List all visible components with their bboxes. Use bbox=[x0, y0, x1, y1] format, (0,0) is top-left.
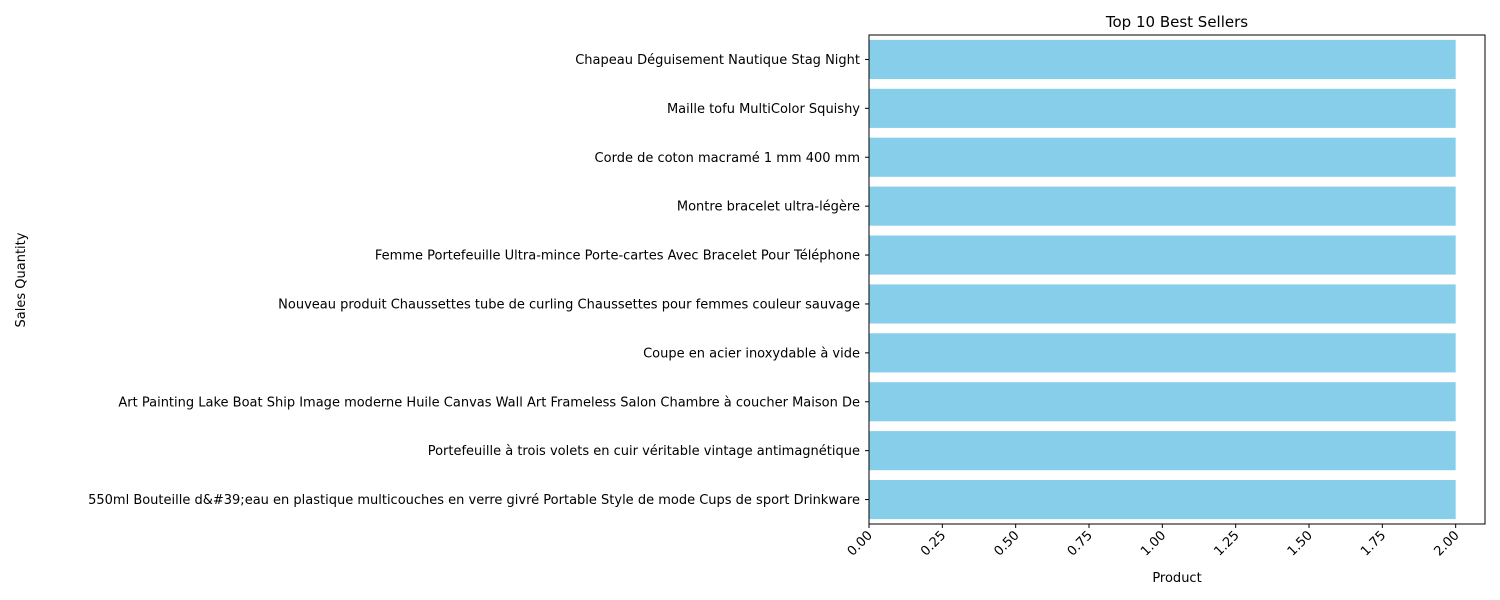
x-tick-label: 2.00 bbox=[1431, 528, 1462, 559]
y-axis-label: Sales Quantity bbox=[14, 232, 29, 327]
y-tick-label: Maille tofu MultiColor Squishy bbox=[667, 102, 860, 117]
chart-title: Top 10 Best Sellers bbox=[1105, 13, 1248, 31]
x-axis-ticks: 0.00 0.25 0.50 0.75 1.00 1.25 1.50 1.75 2.00 bbox=[845, 524, 1462, 559]
bar bbox=[869, 39, 1456, 80]
y-tick-label: 550ml Bouteille d&#39;eau en plastique m… bbox=[88, 493, 860, 508]
y-tick-label: Coupe en acier inoxydable à vide bbox=[643, 346, 860, 361]
bar bbox=[869, 88, 1456, 128]
y-tick-label: Montre bracelet ultra-légère bbox=[677, 200, 860, 215]
bars-group bbox=[869, 39, 1456, 520]
x-tick-label: 0.50 bbox=[991, 528, 1022, 559]
y-tick-label: Femme Portefeuille Ultra-mince Porte-car… bbox=[375, 249, 860, 264]
y-tick-label: Corde de coton macramé 1 mm 400 mm bbox=[595, 151, 860, 166]
x-tick-label: 0.75 bbox=[1065, 528, 1096, 559]
bar bbox=[869, 235, 1456, 275]
x-tick-label: 0.25 bbox=[918, 528, 949, 559]
x-tick-label: 1.25 bbox=[1211, 528, 1242, 559]
bar bbox=[869, 284, 1456, 324]
x-tick-label: 1.00 bbox=[1138, 528, 1169, 559]
x-axis-label: Product bbox=[1152, 571, 1201, 586]
plot-frame bbox=[868, 34, 1486, 525]
x-tick-label: 1.50 bbox=[1285, 528, 1316, 559]
bar bbox=[869, 479, 1456, 520]
bar bbox=[869, 137, 1456, 177]
x-tick-label: 1.75 bbox=[1358, 528, 1389, 559]
bar bbox=[869, 382, 1456, 422]
bar bbox=[869, 186, 1456, 226]
bar bbox=[869, 431, 1456, 471]
y-tick-label: Nouveau produit Chaussettes tube de curl… bbox=[278, 297, 860, 312]
bar bbox=[869, 333, 1456, 373]
y-tick-label: Portefeuille à trois volets en cuir véri… bbox=[428, 444, 860, 459]
y-tick-label: Art Painting Lake Boat Ship Image modern… bbox=[118, 395, 860, 410]
y-tick-label: Chapeau Déguisement Nautique Stag Night bbox=[575, 53, 860, 68]
x-tick-label: 0.00 bbox=[845, 528, 876, 559]
y-axis-ticks: Chapeau Déguisement Nautique Stag Night M… bbox=[88, 53, 869, 508]
